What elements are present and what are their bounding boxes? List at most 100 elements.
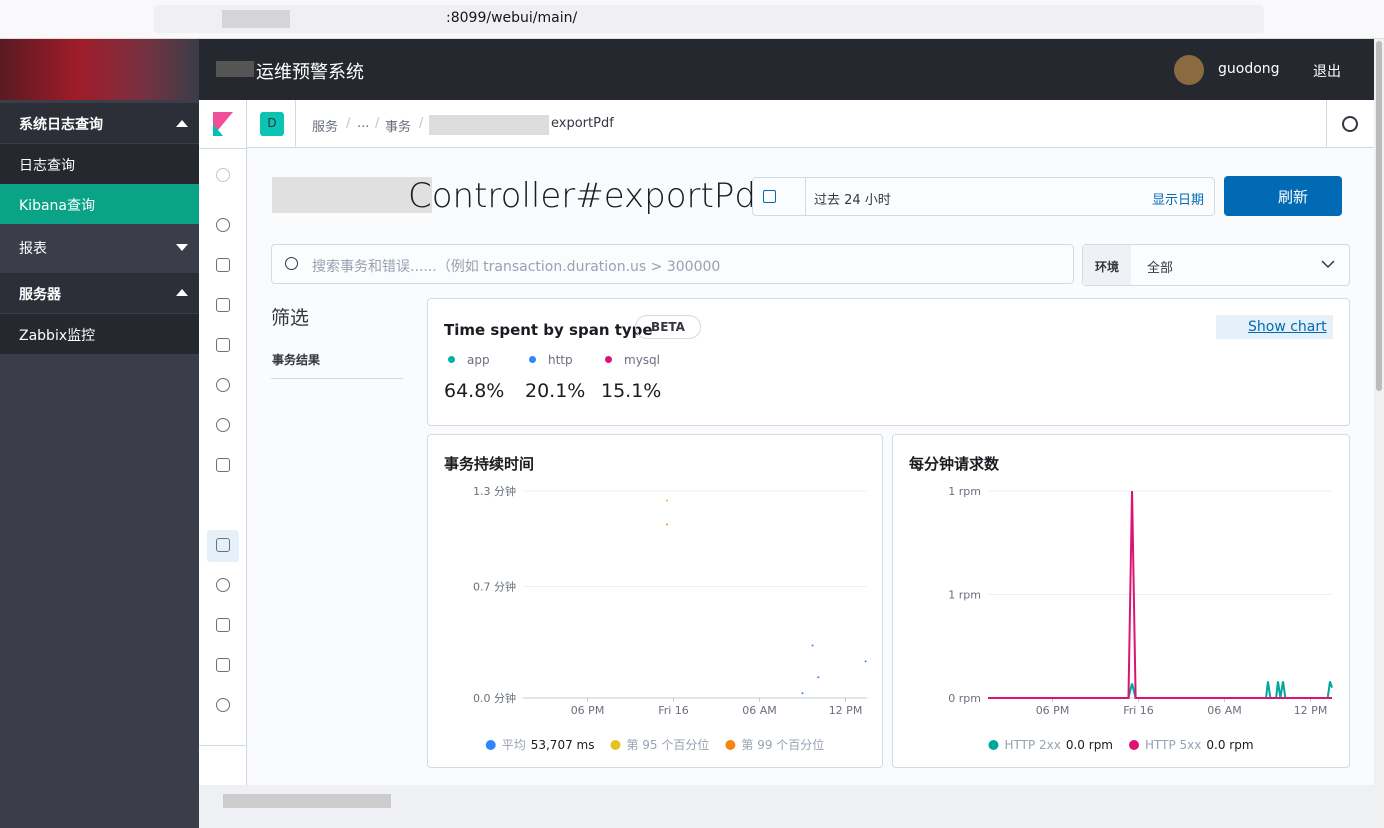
point [811,644,814,647]
legend-dot [485,740,496,750]
menu-item[interactable]: 日志查询 [0,144,199,184]
kibana-nav [199,100,247,828]
breadcrumb-bar: D 服务 / ... / 事务 / exportPdf [247,100,1374,148]
legend-label: 平均 [502,738,526,752]
search-placeholder: 搜索事务和错误......（例如 transaction.duration.us… [312,259,721,275]
date-range: 过去 24 小时 [814,193,891,208]
legend-dot [448,356,455,363]
logo [0,39,199,100]
legend-dot [1129,740,1139,750]
chart-panel: 事务持续时间 0.0 分钟 0.7 分钟 1.3 分钟 06 PM Fri 16 06 AM… [427,434,883,768]
y-tick-label: 1.3 分钟 [473,484,516,498]
line [988,490,1332,699]
point [817,676,820,679]
x-tick-label: 06 AM [1207,704,1242,717]
env-label: 环境 [1083,245,1131,285]
menu-group[interactable]: 系统日志查询 [0,103,199,143]
legend-value: 0.0 rpm [1066,738,1113,752]
blur [222,10,290,28]
y-tick-label: 0.7 分钟 [473,580,516,594]
crumb[interactable]: 服务 [312,120,339,135]
crumb[interactable]: ... [357,116,370,131]
kibana-logo [213,112,233,136]
point [801,692,804,695]
main: Controller#exportPdf 过去 24 小时 显示日期 刷新 搜索… [248,149,1374,785]
span-value: 20.1% [525,380,586,402]
filter-item[interactable]: 事务结果 [272,353,321,367]
legend-label: 第 99 个百分位 [741,737,824,752]
point [666,499,669,502]
space-badge[interactable]: D [260,112,284,136]
y-tick-label: 1 rpm [948,589,981,602]
beta-badge: BETA [635,315,701,339]
legend-label: 第 95 个百分位 [626,737,709,752]
show-chart-label: Show chart [1248,319,1327,335]
x-tick-label: 06 PM [571,704,605,717]
y-tick-label: 0 rpm [948,692,981,705]
legend-dot [988,740,999,750]
span-panel: Time spent by span type BETA Show chart … [427,298,1350,426]
refresh-label: 刷新 [1278,188,1309,206]
blur [216,61,254,77]
page-title: Controller#exportPdf [408,176,768,216]
legend-label: HTTP 5xx [1145,738,1201,752]
url: :8099/webui/main/ [446,10,578,26]
y-tick-label: 1 rpm [948,485,981,498]
carets [176,120,188,296]
x-tick-label: 06 AM [742,704,777,717]
chart-title: 每分钟请求数 [909,455,1000,473]
sidebar: 系统日志查询 日志查询 Kibana查询 报表 服务器 Zabbix监控 [0,100,199,828]
panel-title: Time spent by span type [444,321,653,339]
menu-group[interactable]: 报表 [0,227,199,267]
filter-title: 筛选 [271,307,310,329]
point [666,523,669,526]
legend-dot [610,740,621,750]
chart: 每分钟请求数 0 rpm 1 rpm 1 rpm 06 PM Fri 16 06 AM 12 … [909,455,1333,752]
x-tick-label: 12 PM [1294,704,1328,717]
span-value: 15.1% [601,380,662,402]
legend-dot [725,740,736,750]
app-title: 运维预警系统 [256,62,364,83]
chart-title: 事务持续时间 [444,455,534,473]
chart-panel: 每分钟请求数 0 rpm 1 rpm 1 rpm 06 PM Fri 16 06 AM 12 … [892,434,1350,768]
x-tick-label: Fri 16 [1123,704,1154,717]
show-chart[interactable]: Show chart [1216,315,1333,339]
refresh-button[interactable]: 刷新 [1224,176,1342,216]
env-select[interactable]: 环境 全部 [1082,244,1350,286]
span-type: http [548,353,573,367]
legend-dot [529,356,536,363]
date-picker[interactable]: 过去 24 小时 显示日期 [752,177,1215,216]
user-name: guodong [1218,61,1280,77]
avatar [1174,55,1204,85]
point [864,660,867,663]
menu-item[interactable]: Zabbix监控 [0,314,199,354]
x-tick-label: Fri 16 [658,704,689,717]
url-bar[interactable]: :8099/webui/main/ [154,5,1264,33]
legend-label: HTTP 2xx [1004,738,1060,752]
legend-dot [605,356,612,363]
env-value: 全部 [1147,261,1174,276]
x-tick-label: 06 PM [1036,704,1070,717]
span-type: mysql [624,353,660,367]
show-dates[interactable]: 显示日期 [1152,193,1205,208]
help-icon[interactable] [1342,116,1358,132]
menu-item[interactable]: Kibana查询 [0,184,199,224]
browser-bar: :8099/webui/main/ [0,0,1384,39]
legend-value: 53,707 ms [531,738,595,752]
scrollbar[interactable] [1374,39,1384,828]
span-value: 64.8% [444,380,505,402]
crumb: exportPdf [551,116,614,131]
search-bar[interactable]: 搜索事务和错误......（例如 transaction.duration.us… [271,244,1074,284]
chart: 事务持续时间 0.0 分钟 0.7 分钟 1.3 分钟 06 PM Fri 16 06 AM… [444,455,867,752]
y-tick-label: 0.0 分钟 [473,691,516,705]
line [988,681,1333,699]
logout[interactable]: 退出 [1313,64,1341,80]
menu-group[interactable]: 服务器 [0,273,199,313]
footer [199,785,1374,828]
app-header: 运维预警系统 guodong 退出 [0,39,1374,100]
span-type: app [467,353,490,367]
legend-value: 0.0 rpm [1206,738,1253,752]
x-tick-label: 12 PM [829,704,863,717]
crumb[interactable]: 事务 [385,120,412,135]
